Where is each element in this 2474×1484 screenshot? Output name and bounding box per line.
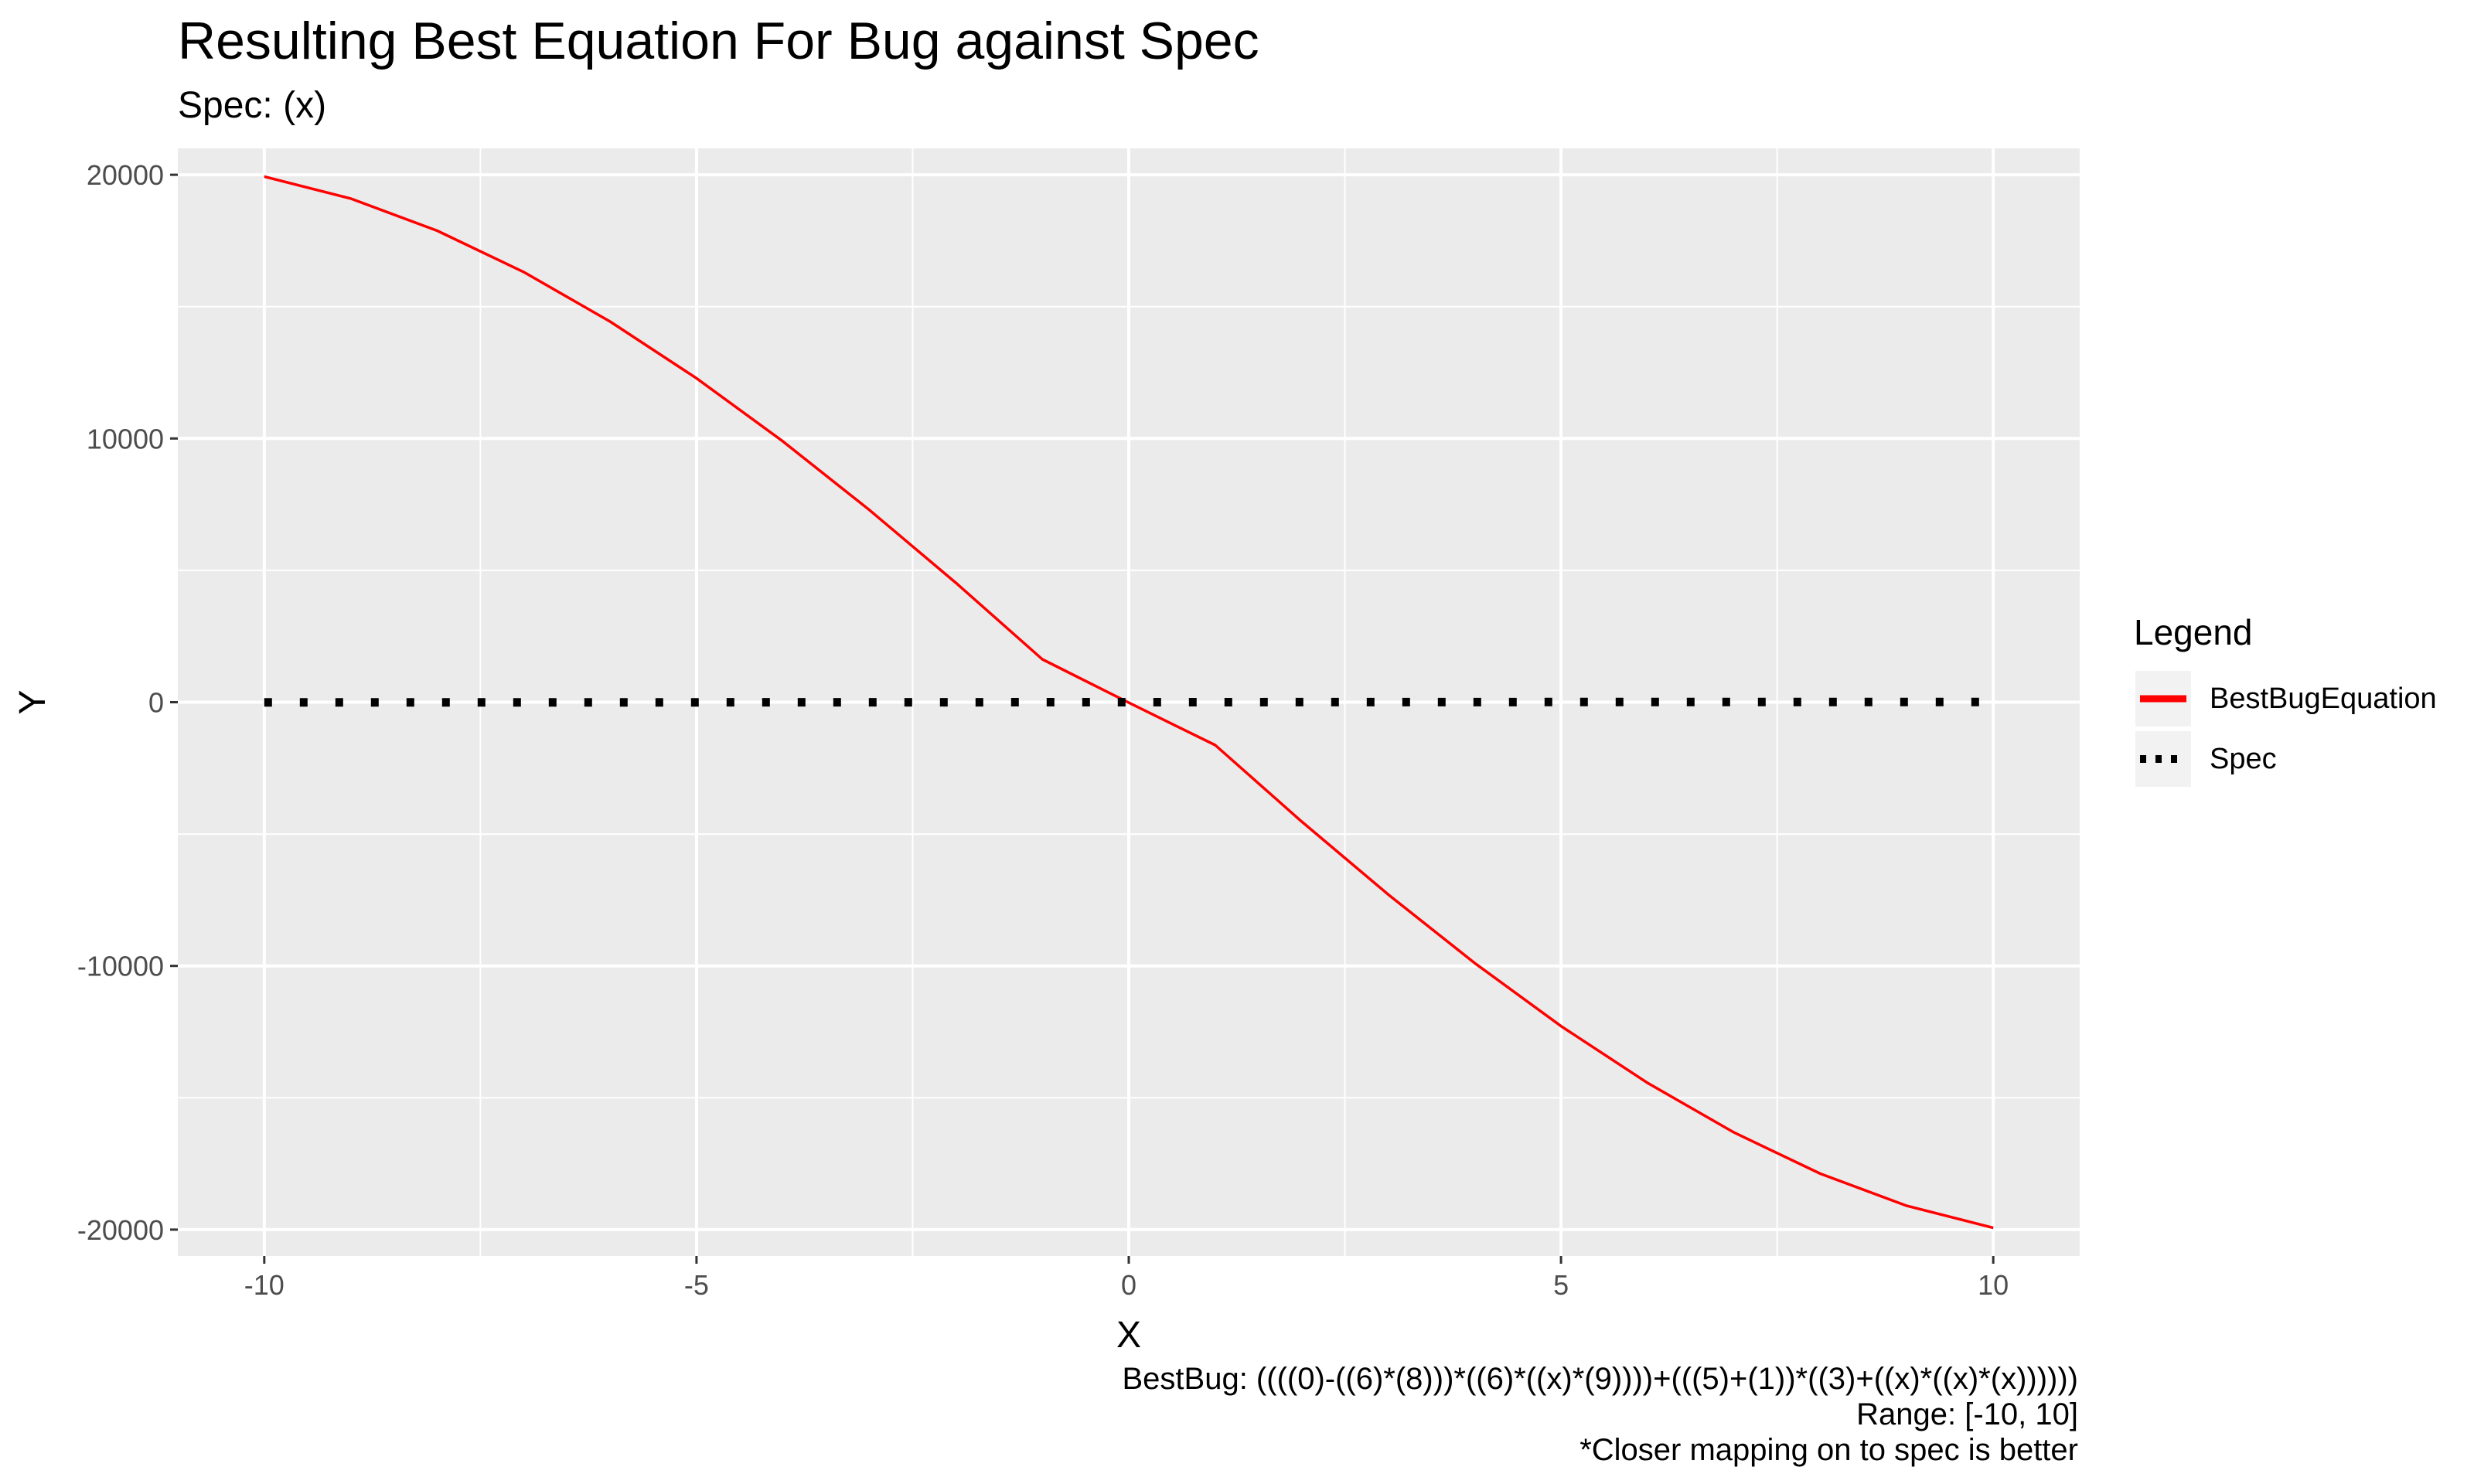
- legend-key-spec: [2135, 731, 2191, 787]
- y-tick-label: -10000: [77, 951, 164, 982]
- legend-title: Legend: [2134, 612, 2253, 652]
- y-tick-label: 0: [148, 687, 164, 719]
- x-tick-label: 5: [1553, 1269, 1569, 1301]
- series-line-bestbugequation: [264, 175, 1994, 1230]
- x-tick-label: 0: [1121, 1269, 1136, 1301]
- y-axis-title: Y: [12, 689, 53, 714]
- legend-label-bestbug: BestBugEquation: [2210, 682, 2437, 715]
- x-tick-label: -10: [244, 1269, 285, 1301]
- x-tick-label: 10: [1978, 1269, 2009, 1301]
- series-line-spec: [264, 697, 1994, 707]
- caption-bestbug: BestBug: ((((0)-((6)*(8)))*((6)*((x)*(9)…: [1122, 1362, 2078, 1396]
- x-tick-label: -5: [684, 1269, 709, 1301]
- y-tick-labels: -20000 -10000 0 10000 20000: [77, 159, 164, 1246]
- y-tick-label: -20000: [77, 1214, 164, 1246]
- x-tick-labels: -10 -5 0 5 10: [244, 1269, 2009, 1301]
- chart-title: Resulting Best Equation For Bug against …: [178, 12, 1259, 70]
- caption-range: Range: [-10, 10]: [1856, 1397, 2078, 1431]
- y-tick-label: 10000: [87, 423, 164, 454]
- legend-swatch-bestbug: [2140, 695, 2186, 703]
- legend-label-spec: Spec: [2210, 743, 2277, 775]
- y-tick-label: 20000: [87, 159, 164, 191]
- chart-subtitle: Spec: (x): [178, 85, 327, 126]
- x-axis-title: X: [1116, 1315, 1141, 1356]
- series-layer: [264, 175, 1994, 1230]
- legend-key-bestbug: [2135, 671, 2191, 727]
- legend-swatch-spec: [2140, 755, 2186, 763]
- axis-ticks: [170, 173, 1995, 1264]
- caption-note: *Closer mapping on to spec is better: [1579, 1433, 2078, 1467]
